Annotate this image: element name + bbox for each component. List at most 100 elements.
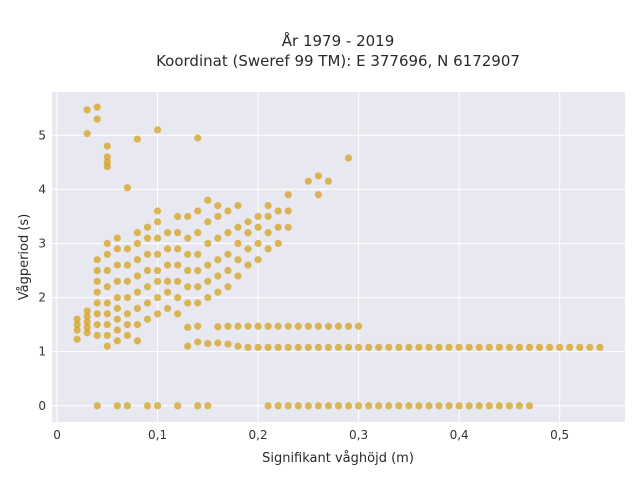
data-point bbox=[93, 402, 101, 410]
data-point bbox=[556, 343, 564, 351]
data-point bbox=[254, 223, 262, 231]
chart-title-line1: År 1979 - 2019 bbox=[282, 31, 395, 50]
data-point bbox=[576, 343, 584, 351]
data-point bbox=[93, 331, 101, 340]
data-point bbox=[83, 130, 91, 138]
data-point bbox=[355, 402, 363, 410]
data-point bbox=[143, 402, 152, 410]
data-point bbox=[485, 402, 493, 410]
data-point bbox=[184, 212, 192, 221]
data-point bbox=[445, 402, 453, 410]
data-point bbox=[103, 266, 111, 275]
data-point bbox=[264, 212, 272, 221]
data-point bbox=[465, 343, 473, 351]
data-point bbox=[133, 135, 142, 143]
data-point bbox=[174, 245, 182, 253]
data-point bbox=[153, 402, 162, 410]
data-point bbox=[123, 277, 131, 285]
data-point bbox=[284, 191, 292, 199]
data-point bbox=[164, 229, 172, 237]
x-axis-label: Signifikant våghöjd (m) bbox=[262, 451, 414, 466]
data-point bbox=[153, 207, 162, 215]
data-point bbox=[334, 322, 343, 330]
data-point bbox=[224, 283, 232, 291]
data-point bbox=[153, 250, 162, 258]
data-point bbox=[194, 207, 202, 215]
x-tick-label: 0,4 bbox=[450, 428, 469, 442]
data-point bbox=[194, 250, 202, 258]
data-point bbox=[113, 304, 121, 312]
data-point bbox=[184, 234, 192, 242]
data-point bbox=[204, 293, 212, 302]
data-point bbox=[274, 239, 282, 248]
data-point bbox=[254, 212, 262, 221]
data-point bbox=[83, 106, 91, 114]
data-point bbox=[254, 256, 262, 264]
data-point bbox=[164, 277, 172, 285]
data-point bbox=[113, 234, 121, 242]
data-point bbox=[465, 402, 473, 410]
data-point bbox=[304, 177, 312, 185]
data-points bbox=[73, 103, 604, 410]
data-point bbox=[73, 321, 81, 329]
data-point bbox=[153, 234, 162, 242]
data-point bbox=[214, 323, 222, 331]
data-point bbox=[455, 343, 463, 351]
data-point bbox=[395, 402, 403, 410]
data-point bbox=[184, 323, 192, 331]
data-point bbox=[93, 277, 101, 285]
y-tick-label: 0 bbox=[38, 399, 46, 413]
data-point bbox=[103, 283, 111, 291]
data-point bbox=[133, 272, 142, 280]
data-point bbox=[264, 402, 272, 410]
data-point bbox=[365, 402, 373, 410]
y-tick-label: 1 bbox=[38, 345, 46, 359]
data-point bbox=[113, 315, 121, 323]
data-point bbox=[143, 266, 152, 275]
data-point bbox=[133, 256, 142, 264]
data-point bbox=[143, 223, 152, 231]
data-point bbox=[344, 322, 353, 330]
data-point bbox=[314, 191, 322, 199]
data-point bbox=[164, 288, 172, 296]
data-point bbox=[153, 266, 162, 275]
data-point bbox=[284, 223, 292, 231]
data-point bbox=[123, 310, 131, 318]
data-point bbox=[365, 343, 373, 351]
data-point bbox=[294, 402, 302, 410]
data-point bbox=[83, 329, 91, 337]
data-point bbox=[103, 331, 111, 340]
data-point bbox=[445, 343, 453, 351]
data-point bbox=[224, 250, 232, 258]
x-axis-ticks: 0 0,1 0,2 0,3 0,4 0,5 bbox=[53, 428, 569, 442]
data-point bbox=[546, 343, 554, 351]
data-point bbox=[525, 402, 534, 410]
data-point bbox=[344, 154, 353, 162]
data-point bbox=[495, 343, 503, 351]
data-point bbox=[214, 339, 222, 347]
data-point bbox=[264, 245, 272, 253]
data-point bbox=[103, 342, 111, 350]
y-tick-label: 5 bbox=[38, 128, 46, 142]
data-point bbox=[515, 402, 524, 410]
data-point bbox=[244, 261, 252, 269]
x-tick-label: 0 bbox=[53, 428, 61, 442]
data-point bbox=[184, 342, 192, 350]
data-point bbox=[355, 322, 363, 330]
data-point bbox=[344, 343, 353, 351]
data-point bbox=[304, 322, 312, 330]
data-point bbox=[133, 304, 142, 312]
data-point bbox=[505, 402, 513, 410]
x-tick-label: 0,3 bbox=[349, 428, 368, 442]
data-point bbox=[274, 343, 282, 351]
data-point bbox=[153, 126, 162, 134]
data-point bbox=[304, 402, 312, 410]
data-point bbox=[264, 322, 272, 330]
data-point bbox=[93, 310, 101, 318]
data-point bbox=[234, 322, 242, 330]
data-point bbox=[164, 304, 172, 312]
data-point bbox=[375, 343, 383, 351]
y-axis-label: Vågperiod (s) bbox=[17, 214, 32, 301]
data-point bbox=[324, 343, 333, 351]
data-point bbox=[234, 256, 242, 264]
